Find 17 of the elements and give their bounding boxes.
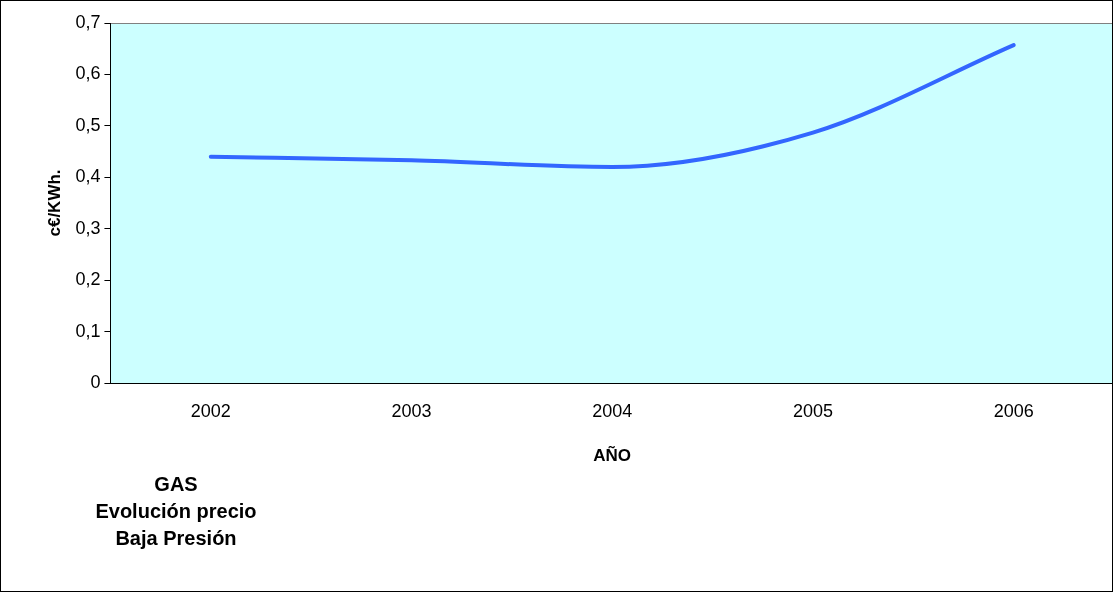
text: GAS Evolución precio Baja Presión [94, 472, 258, 551]
x-tick-label: 2002 [190, 400, 231, 421]
y-tick-label: 0 [90, 371, 101, 392]
x-tick-label: 2005 [792, 400, 833, 421]
x-axis-title: AÑO [593, 445, 632, 466]
y-axis-title: c€/KWh. [44, 169, 64, 237]
y-tick-label: 0,4 [75, 166, 101, 187]
line-series [208, 43, 1016, 169]
y-tick-label: 0,3 [75, 217, 101, 238]
x-tick-label: 2006 [993, 400, 1034, 421]
x-tick-label: 2003 [391, 400, 432, 421]
y-tick-label: 0,1 [75, 320, 101, 341]
y-tick-label: 0,6 [75, 63, 101, 84]
y-tick-label: 0,7 [75, 11, 101, 32]
y-tick-label: 0,5 [75, 114, 101, 135]
x-tick-label: 2004 [592, 400, 633, 421]
y-tick-label: 0,2 [75, 269, 101, 290]
